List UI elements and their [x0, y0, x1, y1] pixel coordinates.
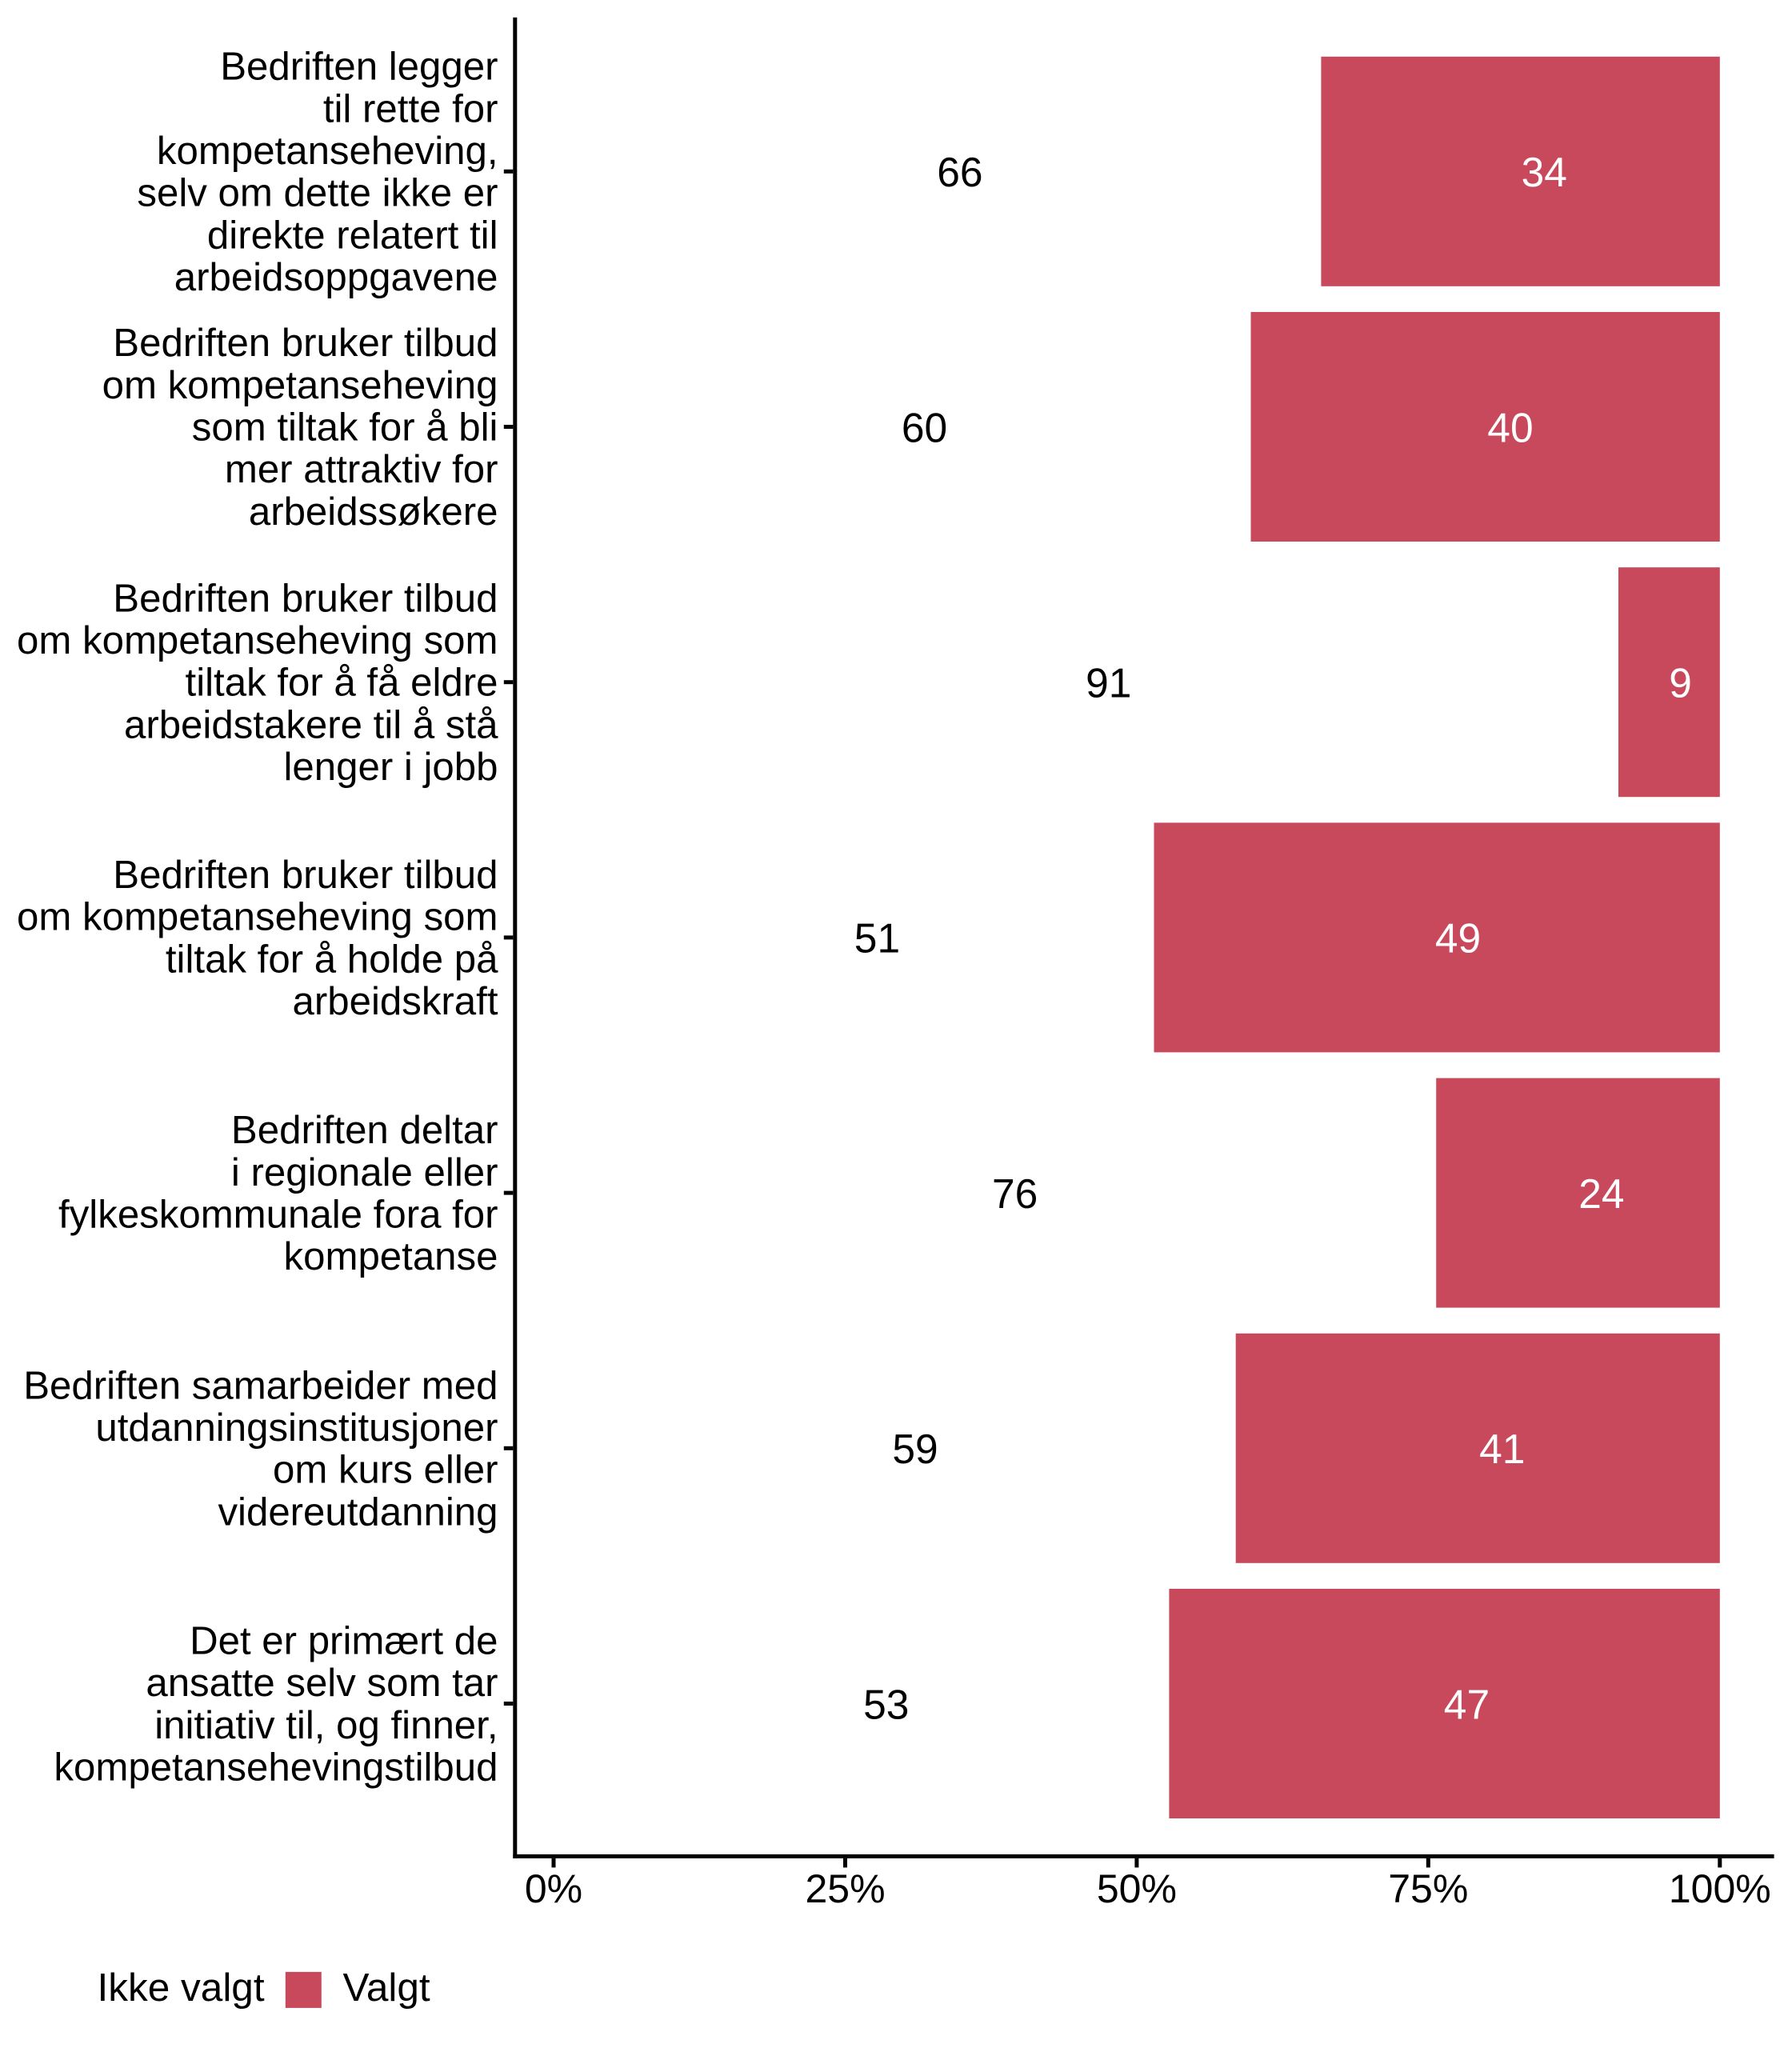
svg-text:om kompetanseheving som: om kompetanseheving som — [17, 895, 498, 939]
svg-text:Bedriften deltar: Bedriften deltar — [231, 1108, 498, 1152]
svg-text:53: 53 — [863, 1681, 909, 1727]
svg-text:arbeidstakere til å stå: arbeidstakere til å stå — [124, 702, 498, 746]
svg-text:om kompetanseheving: om kompetanseheving — [102, 363, 498, 407]
svg-text:om kompetanseheving som: om kompetanseheving som — [17, 618, 498, 662]
svg-text:24: 24 — [1578, 1170, 1624, 1217]
svg-text:51: 51 — [854, 915, 900, 962]
svg-text:som tiltak for å bli: som tiltak for å bli — [192, 406, 498, 450]
svg-text:59: 59 — [892, 1426, 938, 1472]
svg-text:til rette for: til rette for — [323, 86, 498, 130]
svg-text:arbeidskraft: arbeidskraft — [293, 979, 498, 1023]
svg-text:60: 60 — [902, 404, 947, 450]
svg-text:arbeidssøkere: arbeidssøkere — [249, 490, 498, 534]
svg-text:Bedriften bruker tilbud: Bedriften bruker tilbud — [113, 853, 498, 897]
svg-text:kompetanseheving,: kompetanseheving, — [157, 129, 498, 173]
svg-text:om kurs eller: om kurs eller — [273, 1448, 498, 1492]
svg-text:91: 91 — [1086, 660, 1131, 706]
svg-text:mer attraktiv for: mer attraktiv for — [225, 447, 498, 491]
svg-text:kompetansehevingstilbud: kompetansehevingstilbud — [54, 1746, 498, 1790]
svg-text:lenger i jobb: lenger i jobb — [284, 745, 498, 789]
svg-text:76: 76 — [992, 1170, 1038, 1217]
svg-text:tiltak for å få eldre: tiltak for å få eldre — [186, 661, 498, 705]
svg-text:25%: 25% — [805, 1866, 885, 1911]
svg-text:Bedriften samarbeider med: Bedriften samarbeider med — [23, 1363, 498, 1407]
svg-text:Ikke valgt: Ikke valgt — [98, 1966, 265, 2010]
svg-text:Valgt: Valgt — [343, 1966, 430, 2010]
svg-text:selv om dette ikke er: selv om dette ikke er — [137, 171, 498, 215]
svg-text:Det er primært de: Det er primært de — [190, 1619, 498, 1663]
svg-text:47: 47 — [1444, 1681, 1490, 1727]
svg-text:fylkeskommunale fora for: fylkeskommunale fora for — [58, 1193, 498, 1237]
svg-text:initiativ til, og finner,: initiativ til, og finner, — [154, 1703, 498, 1747]
svg-text:Bedriften legger: Bedriften legger — [220, 45, 498, 89]
svg-text:Bedriften bruker tilbud: Bedriften bruker tilbud — [113, 576, 498, 620]
svg-text:75%: 75% — [1388, 1866, 1468, 1911]
svg-text:arbeidsoppgavene: arbeidsoppgavene — [174, 255, 498, 299]
svg-text:kompetanse: kompetanse — [284, 1234, 498, 1278]
svg-text:i regionale eller: i regionale eller — [231, 1150, 498, 1194]
svg-text:9: 9 — [1669, 660, 1692, 706]
svg-text:66: 66 — [937, 149, 982, 195]
svg-text:direkte relatert til: direkte relatert til — [207, 213, 498, 257]
svg-text:34: 34 — [1522, 149, 1567, 195]
svg-text:40: 40 — [1487, 404, 1533, 450]
svg-text:tiltak for å holde på: tiltak for å holde på — [166, 937, 498, 981]
svg-text:videreutdanning: videreutdanning — [218, 1490, 498, 1534]
svg-text:ansatte selv som tar: ansatte selv som tar — [146, 1661, 498, 1705]
svg-text:41: 41 — [1479, 1426, 1525, 1472]
svg-text:Bedriften bruker tilbud: Bedriften bruker tilbud — [113, 321, 498, 365]
svg-text:0%: 0% — [525, 1866, 582, 1911]
svg-text:100%: 100% — [1669, 1866, 1771, 1911]
svg-text:utdanningsinstitusjoner: utdanningsinstitusjoner — [95, 1406, 498, 1450]
svg-text:49: 49 — [1435, 915, 1481, 962]
svg-text:50%: 50% — [1097, 1866, 1177, 1911]
